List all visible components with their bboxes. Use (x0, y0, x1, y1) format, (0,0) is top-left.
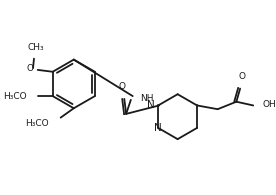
Text: OH: OH (262, 100, 276, 109)
Text: H₃CO: H₃CO (3, 92, 26, 101)
Text: O: O (27, 65, 34, 74)
Text: O: O (238, 72, 245, 81)
Text: H₃CO: H₃CO (25, 119, 49, 128)
Text: N: N (147, 100, 155, 110)
Text: NH: NH (140, 94, 154, 103)
Text: O: O (119, 82, 126, 91)
Text: CH₃: CH₃ (28, 43, 44, 52)
Text: N: N (154, 123, 162, 133)
